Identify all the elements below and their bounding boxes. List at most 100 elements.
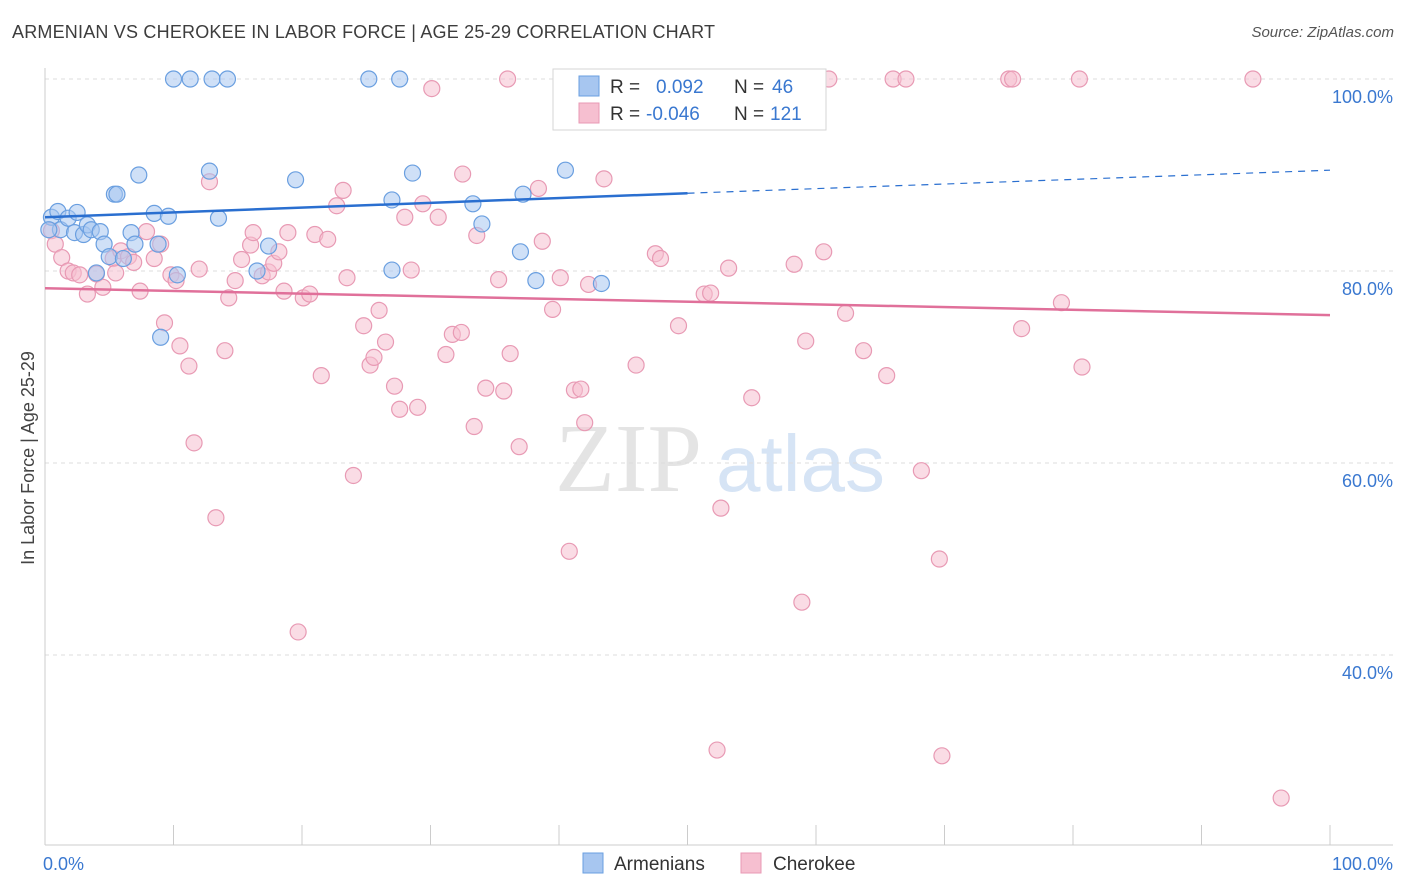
y-axis-title: In Labor Force | Age 25-29 (18, 351, 38, 565)
cherokee-point (355, 317, 373, 335)
cherokee-point (1012, 320, 1031, 338)
cherokee-point (702, 284, 720, 302)
cherokee-point (933, 747, 951, 765)
cherokee-point (490, 271, 508, 289)
cherokee-point (533, 232, 551, 250)
legend-armenians-label: Armenians (614, 854, 705, 875)
cherokee-point (912, 462, 930, 480)
cherokee-point (207, 509, 225, 527)
armenians-point (248, 262, 266, 280)
cherokee-point (376, 333, 395, 351)
cherokee-point (385, 377, 404, 395)
armenians-trend-line (44, 191, 688, 219)
cherokee-point (627, 356, 645, 374)
armenians-point (108, 185, 126, 203)
cherokee-point (344, 466, 362, 485)
armenians-point (168, 266, 186, 284)
cherokee-point (495, 382, 513, 400)
legend-cherokee-label: Cherokee (773, 854, 855, 875)
cherokee-point (712, 499, 730, 517)
x-tick-label: 0.0% (43, 854, 84, 874)
cherokee-point (543, 300, 562, 318)
armenians-point (40, 221, 58, 239)
cherokee-point (854, 342, 873, 360)
series-legend: Armenians Cherokee (582, 852, 855, 875)
cherokee-point (190, 260, 208, 278)
cherokee-point (275, 282, 293, 300)
cherokee-point (785, 255, 803, 273)
armenians-point (403, 164, 422, 182)
cherokee-point (1244, 70, 1262, 88)
cherokee-point (391, 400, 409, 418)
cherokee-point (94, 278, 112, 296)
armenians-point (218, 70, 237, 88)
y-tick-label: 100.0% (1332, 87, 1393, 107)
cherokee-point (423, 79, 441, 98)
cherokee-point (501, 344, 519, 363)
cherokee-point (897, 70, 915, 88)
cherokee-point (560, 542, 578, 560)
cherokee-trend-line (44, 287, 1331, 317)
armenians-point (259, 237, 278, 255)
cherokee-point (510, 438, 528, 456)
trend-lines (44, 169, 1331, 317)
x-tick-label: 100.0% (1332, 854, 1393, 874)
armenians-point (527, 272, 545, 290)
armenians-point (200, 162, 219, 180)
cherokee-point (815, 243, 833, 261)
y-tick-label: 40.0% (1342, 663, 1393, 683)
cherokee-point (319, 230, 337, 248)
cherokee-point (312, 367, 330, 385)
cherokee-point (107, 264, 125, 282)
cherokee-point (576, 414, 594, 432)
cherokee-point (145, 249, 163, 268)
cherokee-point (878, 367, 896, 385)
tick-labels: 100.0% 80.0% 60.0% 40.0% 0.0% 100.0% (43, 87, 1393, 874)
cherokee-point (365, 348, 383, 366)
cherokee-point (1073, 358, 1091, 376)
cherokee-point (396, 208, 414, 226)
cherokee-point (720, 259, 738, 277)
cherokee-point (454, 165, 472, 183)
cherokee-point (233, 250, 251, 269)
y-tick-label: 80.0% (1342, 279, 1393, 299)
y-tick-label: 60.0% (1342, 471, 1393, 491)
cherokee-point (793, 593, 811, 611)
cherokee-point (651, 249, 670, 268)
cherokee-point (499, 70, 517, 88)
chart-title: ARMENIAN VS CHEROKEE IN LABOR FORCE | AG… (12, 22, 716, 42)
armenians-point (383, 261, 401, 279)
cherokee-point (1004, 70, 1022, 88)
armenians-r-label: R = (610, 77, 640, 98)
armenians-point (203, 70, 221, 88)
cherokee-point (226, 272, 244, 290)
cherokee-point (743, 389, 761, 407)
cherokee-point (437, 345, 455, 364)
armenians-point (87, 264, 106, 282)
cherokee-point (1272, 789, 1290, 807)
armenians-point (126, 235, 144, 253)
armenians-swatch (578, 75, 600, 97)
cherokee-n-value: 121 (770, 104, 802, 125)
armenians-point (149, 235, 167, 253)
cherokee-point (171, 337, 189, 355)
armenians-n-value: 46 (772, 77, 793, 98)
armenians-n-label: N = (734, 77, 764, 98)
cherokee-point (155, 314, 174, 332)
armenians-trend-extension (687, 169, 1331, 194)
cherokee-point (220, 289, 238, 307)
grid-layer (45, 78, 1393, 656)
cherokee-point (409, 398, 427, 416)
cherokee-point (529, 179, 548, 198)
armenians-point (114, 249, 132, 268)
axes (44, 68, 1393, 846)
cherokee-r-value: -0.046 (646, 104, 700, 125)
cherokee-point (429, 208, 447, 226)
stats-legend: R = 0.092 N = 46 R = -0.046 N = 121 (552, 68, 827, 131)
cherokee-point (334, 181, 352, 199)
armenians-point (511, 243, 530, 261)
armenians-point (592, 274, 611, 293)
cherokee-point (708, 741, 726, 759)
armenians-point (391, 70, 409, 88)
